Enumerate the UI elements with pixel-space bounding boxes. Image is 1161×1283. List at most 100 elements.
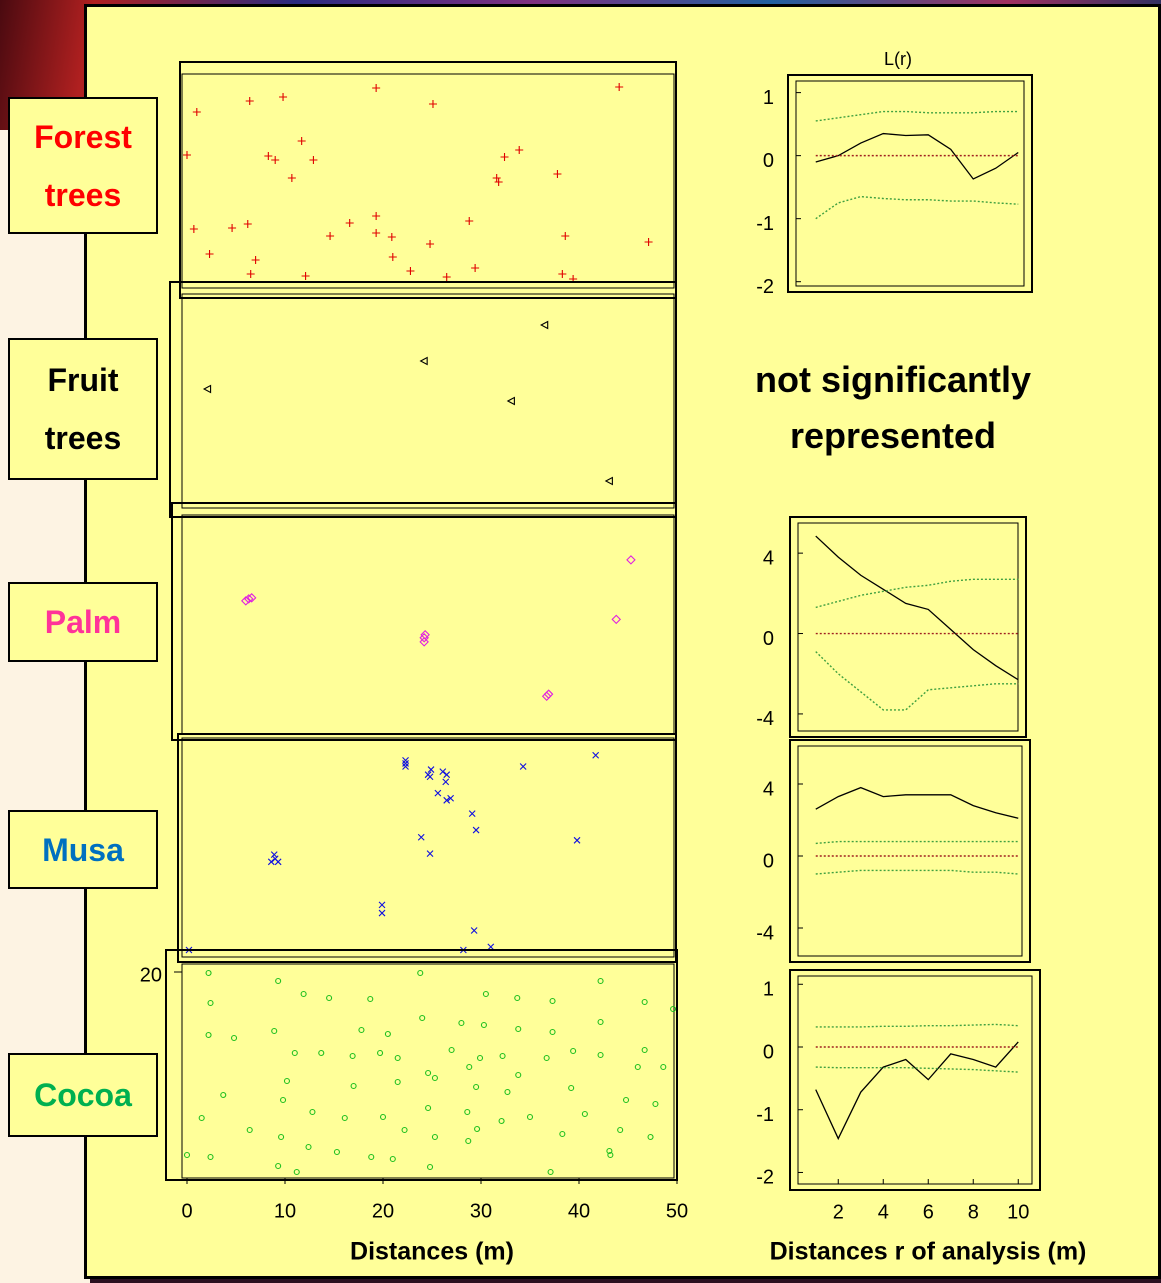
point: [593, 752, 599, 758]
envelope-line: [816, 197, 1019, 219]
point: [435, 790, 441, 796]
point: [368, 997, 373, 1002]
point: [427, 774, 433, 780]
point: [426, 1106, 431, 1111]
point: [390, 1157, 395, 1162]
point: [516, 1027, 521, 1032]
point: [467, 1065, 472, 1070]
point: [294, 1170, 299, 1175]
point: [465, 1110, 470, 1115]
point: [642, 1000, 647, 1005]
species-label: Forest trees: [8, 97, 158, 234]
chart: 0102030405020Distances (m)L(r)-2-101-404…: [0, 0, 1161, 1283]
point: [406, 267, 414, 275]
point: [204, 386, 211, 393]
point: [474, 1085, 479, 1090]
point: [444, 772, 450, 778]
point: [271, 156, 279, 164]
point: [642, 1048, 647, 1053]
point: [372, 84, 380, 92]
point: [569, 1086, 574, 1091]
point: [279, 1135, 284, 1140]
point: [428, 1165, 433, 1170]
plot-area: [798, 523, 1018, 731]
x-tick-label: 20: [372, 1200, 394, 1222]
point: [379, 902, 385, 908]
x-tick-label: 10: [1007, 1201, 1029, 1223]
point: [388, 233, 396, 241]
point: [553, 170, 561, 178]
point: [443, 273, 451, 281]
panel-frame: [790, 970, 1040, 1190]
x-tick-label: 6: [923, 1201, 934, 1223]
x-tick-label: 30: [470, 1200, 492, 1222]
point: [403, 760, 409, 766]
point: [206, 1033, 211, 1038]
point: [247, 1128, 252, 1133]
point: [598, 979, 603, 984]
species-label: Musa: [8, 810, 158, 889]
envelope-line: [816, 870, 1019, 874]
point: [381, 1115, 386, 1120]
point: [418, 834, 424, 840]
x-tick-label: 40: [568, 1200, 590, 1222]
point: [432, 1135, 437, 1140]
y-tick-label: 4: [763, 547, 774, 569]
point: [208, 1155, 213, 1160]
l-function-line: [816, 1042, 1019, 1139]
point: [627, 556, 635, 564]
point: [284, 1079, 289, 1084]
point: [232, 1036, 237, 1041]
point: [426, 1071, 431, 1076]
y-tick-label: -4: [756, 922, 774, 944]
y-tick-label: 0: [763, 1041, 774, 1063]
point: [501, 153, 509, 161]
point: [612, 615, 620, 623]
plot-area: [798, 746, 1022, 956]
point: [427, 851, 433, 857]
panel-frame: [170, 282, 676, 517]
point: [558, 270, 566, 278]
point: [466, 1139, 471, 1144]
y-tick-label: -2: [756, 1167, 774, 1189]
point: [500, 1054, 505, 1059]
y-tick-label: -2: [756, 276, 774, 298]
point: [276, 1164, 281, 1169]
x-tick-label: 2: [833, 1201, 844, 1223]
point: [481, 1023, 486, 1028]
point: [351, 1084, 356, 1089]
point: [288, 174, 296, 182]
point: [618, 1128, 623, 1133]
point: [635, 1065, 640, 1070]
point: [432, 1076, 437, 1081]
point: [252, 256, 260, 264]
point: [326, 232, 334, 240]
point: [420, 1016, 425, 1021]
panel-frame: [788, 75, 1032, 292]
point: [661, 1065, 666, 1070]
point: [271, 852, 277, 858]
x-tick-label: 0: [181, 1200, 192, 1222]
y-tick-label: 1: [763, 87, 774, 109]
point: [493, 174, 501, 182]
point: [508, 398, 515, 405]
y-tick-label: 0: [763, 850, 774, 872]
envelope-line: [816, 1024, 1019, 1027]
point: [515, 996, 520, 1001]
point: [369, 1155, 374, 1160]
point: [516, 1073, 521, 1078]
l-function-line: [816, 536, 1019, 680]
point: [449, 1048, 454, 1053]
point: [346, 219, 354, 227]
panel-frame: [180, 62, 676, 298]
point: [185, 1153, 190, 1158]
point: [275, 859, 281, 865]
envelope-line: [816, 842, 1019, 844]
point: [342, 1116, 347, 1121]
species-label: Cocoa: [8, 1053, 158, 1137]
point: [471, 264, 479, 272]
panel-frame: [172, 503, 676, 740]
point: [334, 1150, 339, 1155]
x-tick-label: 8: [968, 1201, 979, 1223]
point: [379, 910, 385, 916]
